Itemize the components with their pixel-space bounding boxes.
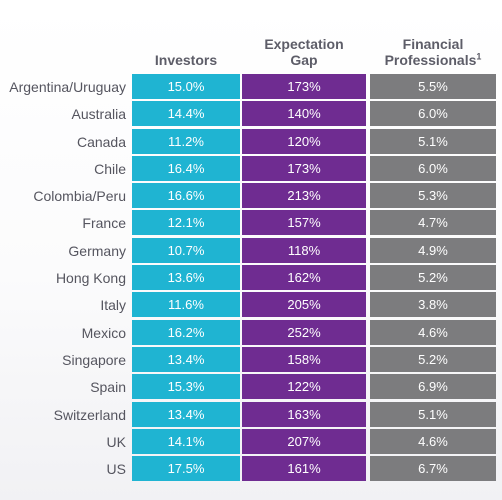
cell-expectation-gap: 120% [242,128,366,154]
row-label-country: Chile [94,160,126,177]
cell-financial-professionals: 6.0% [370,101,496,127]
header-expectation-gap: Expectation Gap [264,36,344,68]
cell-investors: 16.6% [132,183,240,209]
cell-expectation-gap: 162% [242,265,366,291]
cell-expectation-gap: 118% [242,237,366,263]
footnote-marker: 1 [476,51,482,62]
row-label-country: Mexico [81,324,126,341]
cell-expectation-gap: 158% [242,346,366,372]
cell-financial-professionals: 3.8% [370,292,496,318]
table-row: Canada 11.2% 120% 5.1% [0,128,502,156]
cell-financial-professionals: 4.9% [370,237,496,263]
row-label-country: Singapore [62,351,126,368]
row-label-country: Spain [90,379,126,396]
cell-investors: 13.6% [132,265,240,291]
cell-financial-professionals: 4.6% [370,319,496,345]
table-row: UK 14.1% 207% 4.6% [0,428,502,456]
cell-financial-professionals: 5.5% [370,74,496,99]
table-row: Mexico 16.2% 252% 4.6% [0,319,502,347]
cell-investors: 15.0% [132,74,240,99]
cell-financial-professionals: 4.6% [370,428,496,454]
cell-investors: 16.4% [132,155,240,181]
data-table: Argentina/Uruguay 15.0% 173% 5.5% Australia 1… [0,74,502,483]
table-row: Argentina/Uruguay 15.0% 173% 5.5% [0,74,502,101]
cell-financial-professionals: 6.0% [370,155,496,181]
table-row: France 12.1% 157% 4.7% [0,210,502,237]
row-label-country: Colombia/Peru [33,188,126,205]
cell-expectation-gap: 161% [242,456,366,482]
cell-expectation-gap: 205% [242,292,366,318]
row-label-country: Italy [100,297,126,314]
cell-expectation-gap: 140% [242,101,366,127]
cell-investors: 17.5% [132,456,240,482]
cell-investors: 15.3% [132,374,240,400]
cell-investors: 10.7% [132,237,240,263]
cell-investors: 13.4% [132,346,240,372]
table-row: Colombia/Peru 16.6% 213% 5.3% [0,183,502,210]
table-row: US 17.5% 161% 6.7% [0,456,502,483]
cell-financial-professionals: 5.2% [370,265,496,291]
cell-expectation-gap: 173% [242,74,366,99]
cell-investors: 12.1% [132,210,240,236]
row-label-country: Canada [76,133,126,150]
table-row: Australia 14.4% 140% 6.0% [0,101,502,128]
row-label-country: UK [106,433,126,450]
table-row: Singapore 13.4% 158% 5.2% [0,346,502,374]
table-row: Spain 15.3% 122% 6.9% [0,374,502,401]
table-row: Germany 10.7% 118% 4.9% [0,237,502,265]
cell-expectation-gap: 213% [242,183,366,209]
cell-investors: 16.2% [132,319,240,345]
cell-expectation-gap: 122% [242,374,366,400]
row-label-country: Argentina/Uruguay [9,79,126,95]
cell-financial-professionals: 6.7% [370,456,496,482]
cell-expectation-gap: 252% [242,319,366,345]
cell-investors: 11.6% [132,292,240,318]
row-label-country: Australia [71,106,126,123]
cell-financial-professionals: 5.3% [370,183,496,209]
row-label-country: Switzerland [53,406,126,423]
row-label-country: Germany [68,242,126,259]
cell-financial-professionals: 5.1% [370,401,496,427]
table-header: Investors Expectation Gap Financial Prof… [0,0,502,74]
cell-investors: 14.4% [132,101,240,127]
cell-expectation-gap: 207% [242,428,366,454]
cell-financial-professionals: 5.2% [370,346,496,372]
cell-investors: 11.2% [132,128,240,154]
cell-expectation-gap: 163% [242,401,366,427]
row-label-country: Hong Kong [55,270,126,287]
header-investors: Investors [154,52,218,68]
cell-investors: 14.1% [132,428,240,454]
row-label-country: US [106,461,126,478]
cell-expectation-gap: 173% [242,155,366,181]
header-financial-professionals: Financial Professionals1 [384,36,482,68]
cell-financial-professionals: 4.7% [370,210,496,236]
cell-financial-professionals: 6.9% [370,374,496,400]
table-row: Switzerland 13.4% 163% 5.1% [0,401,502,429]
cell-financial-professionals: 5.1% [370,128,496,154]
table-row: Chile 16.4% 173% 6.0% [0,155,502,183]
table-row: Italy 11.6% 205% 3.8% [0,292,502,319]
table-row: Hong Kong 13.6% 162% 5.2% [0,265,502,292]
cell-investors: 13.4% [132,401,240,427]
row-label-country: France [82,215,126,232]
cell-expectation-gap: 157% [242,210,366,236]
